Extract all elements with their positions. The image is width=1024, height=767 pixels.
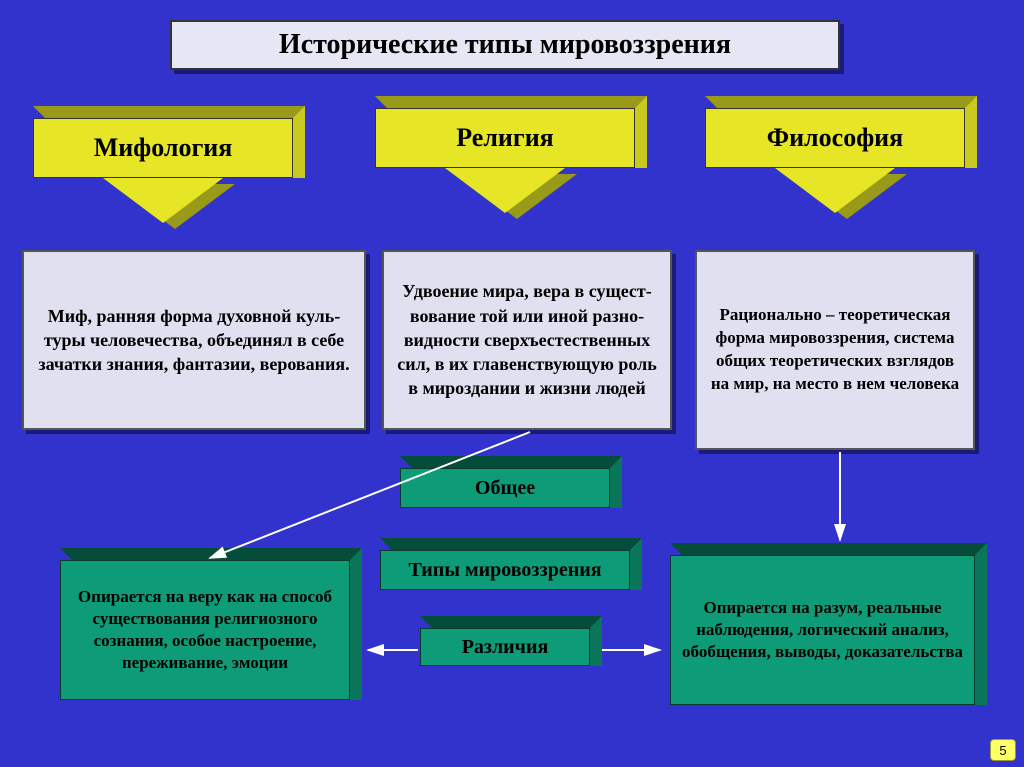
desc-religion: Удвоение мира, вера в сущест-вование той… — [382, 250, 672, 430]
slide-number: 5 — [990, 739, 1016, 761]
desc-philosophy: Рационально – теоретическая форма мирово… — [695, 250, 975, 450]
desc-mythology: Миф, ранняя форма духовной куль-туры чел… — [22, 250, 366, 430]
main-title: Исторические типы мировоззрения — [170, 20, 840, 70]
